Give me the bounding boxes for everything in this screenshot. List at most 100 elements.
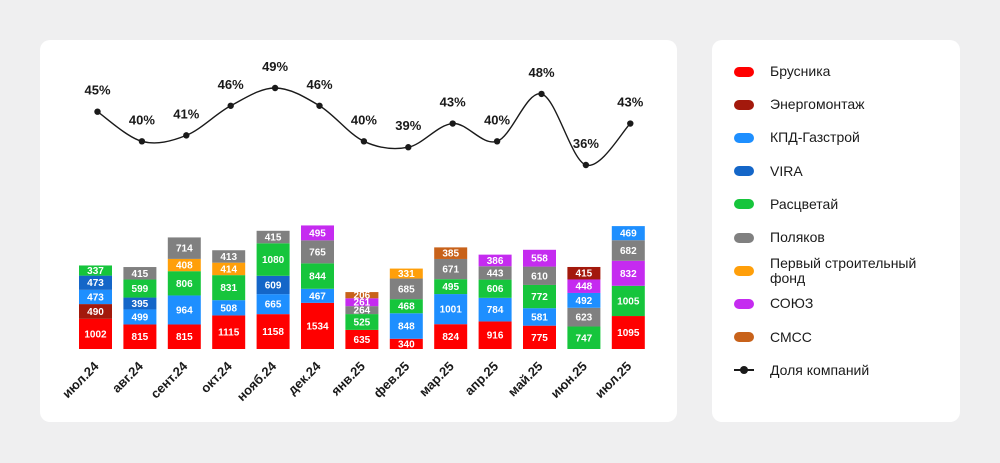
share-point	[138, 138, 146, 145]
bar-segment-label: 671	[442, 265, 459, 276]
bar-segment-label: 261	[354, 298, 371, 309]
bar-segment	[478, 297, 512, 322]
bar-segment	[434, 258, 468, 280]
x-tick-label: июл.24	[59, 358, 102, 401]
share-point	[627, 120, 634, 127]
bar-segment-label: 473	[87, 278, 104, 289]
bar-segment	[434, 247, 468, 259]
share-data-label: 41%	[173, 106, 199, 121]
legend-swatch	[734, 298, 754, 309]
bar-segment	[167, 295, 201, 325]
bar-segment-label: 714	[176, 244, 193, 255]
bar-segment	[478, 266, 512, 280]
share-data-label: 40%	[484, 112, 510, 127]
bar-segment-label: 386	[487, 256, 504, 267]
bar-segment-label: 848	[398, 322, 415, 333]
share-data-label: 45%	[84, 83, 110, 98]
x-tick-label: сент.24	[148, 358, 191, 401]
bar-segment-label: 408	[176, 261, 193, 272]
bar-segment	[345, 292, 379, 299]
share-point	[271, 84, 279, 92]
share-line-group: 45% 40% 41% 46% 49% 46% 40% 39% 43% 40% 48% 36% 43%	[84, 59, 644, 169]
bar-segment	[389, 278, 423, 300]
share-point	[582, 161, 590, 169]
bar-segment-label: 1095	[617, 328, 640, 339]
bar-segment	[611, 226, 645, 241]
bar-segment-label: 443	[487, 268, 504, 279]
bar-segment	[567, 266, 601, 280]
bar-segment-label: 815	[132, 332, 149, 343]
bar-segment	[212, 250, 246, 263]
bar-segment-label: 581	[531, 312, 548, 323]
bar-segment	[345, 306, 379, 315]
bar-segment-label: 264	[354, 306, 371, 317]
legend-item: Доля компаний	[734, 362, 950, 378]
share-point	[405, 144, 412, 151]
bar-segment-label: 609	[265, 280, 282, 291]
share-data-label: 36%	[573, 136, 599, 151]
legend-item: VIRA	[734, 162, 950, 179]
bar-segment-label: 499	[132, 312, 149, 323]
bar-segment-label: 844	[309, 272, 326, 283]
legend-line-marker	[734, 365, 754, 375]
bar-segment	[434, 294, 468, 325]
bar-segment	[567, 326, 601, 349]
bar-segment	[301, 288, 334, 303]
bar-segment	[256, 314, 290, 349]
bar-segment	[256, 275, 290, 295]
bar-segment-label: 824	[442, 332, 459, 343]
bar-segment	[523, 266, 556, 285]
bar-segment	[123, 279, 157, 298]
bar-segment-label: 775	[531, 333, 548, 344]
legend-card: Брусника Энергомонтаж КПД-Газстрой VIRA Расц…	[712, 40, 960, 422]
bar-segment-label: 1080	[262, 255, 285, 266]
share-data-label: 46%	[218, 77, 244, 92]
bar-segment	[389, 299, 423, 314]
share-data-label: 46%	[306, 77, 332, 92]
share-data-label: 43%	[617, 95, 643, 110]
bar-segment-label: 606	[487, 284, 504, 295]
legend-swatch	[734, 199, 754, 210]
bar-segment	[123, 309, 157, 325]
share-point	[227, 102, 234, 109]
bar-segment-label: 331	[398, 269, 415, 280]
bar-segment-label: 337	[87, 266, 104, 277]
bar-segment-label: 831	[220, 283, 237, 294]
bar-segment	[523, 325, 556, 349]
bar-segment	[478, 321, 512, 349]
legend-label: СОЮЗ	[770, 295, 814, 312]
share-point	[538, 90, 545, 98]
bar-segment	[345, 298, 379, 307]
bar-segment	[301, 302, 334, 349]
x-tick-label: янв.25	[328, 359, 368, 399]
legend-item: Брусника	[734, 64, 950, 79]
bar-segment-label: 1534	[306, 321, 329, 332]
legend-swatch	[734, 265, 754, 276]
bar-segment	[567, 307, 601, 327]
bar-segment	[167, 258, 201, 272]
chart-card: 1002 490 473 473 337 июл.24 815 499 395 599 415 авг…	[40, 40, 677, 422]
legend-swatch	[734, 99, 754, 110]
bar-segment	[212, 300, 246, 316]
bar-segment-label: 415	[576, 269, 593, 280]
bar-segment-label: 415	[132, 269, 149, 280]
x-tick-label: дек.24	[285, 358, 324, 397]
share-point	[360, 138, 368, 145]
bar-segment-label: 340	[398, 339, 415, 350]
bar-segment-label: 610	[531, 271, 548, 282]
x-tick-label: окт.24	[198, 358, 236, 396]
bar-segment	[389, 268, 423, 279]
legend-item: Расцветай	[734, 196, 950, 212]
bar-segment-label: 468	[398, 302, 415, 313]
bar-segment-label: 495	[309, 228, 326, 239]
bar-segment-label: 665	[265, 300, 282, 311]
bar-segment-label: 414	[220, 264, 237, 275]
bars-group: 1002490473473337июл.24815499395599415авг…	[59, 225, 645, 404]
stacked-bar-chart: 1002490473473337июл.24815499395599415авг…	[59, 59, 645, 404]
legend-label: VIRA	[770, 162, 803, 179]
bar-segment-label: 415	[265, 233, 282, 244]
legend-label: СМСС	[770, 328, 812, 345]
legend-swatch	[734, 166, 754, 177]
bar-segment	[123, 297, 157, 310]
legend-label: Брусника	[770, 63, 831, 79]
